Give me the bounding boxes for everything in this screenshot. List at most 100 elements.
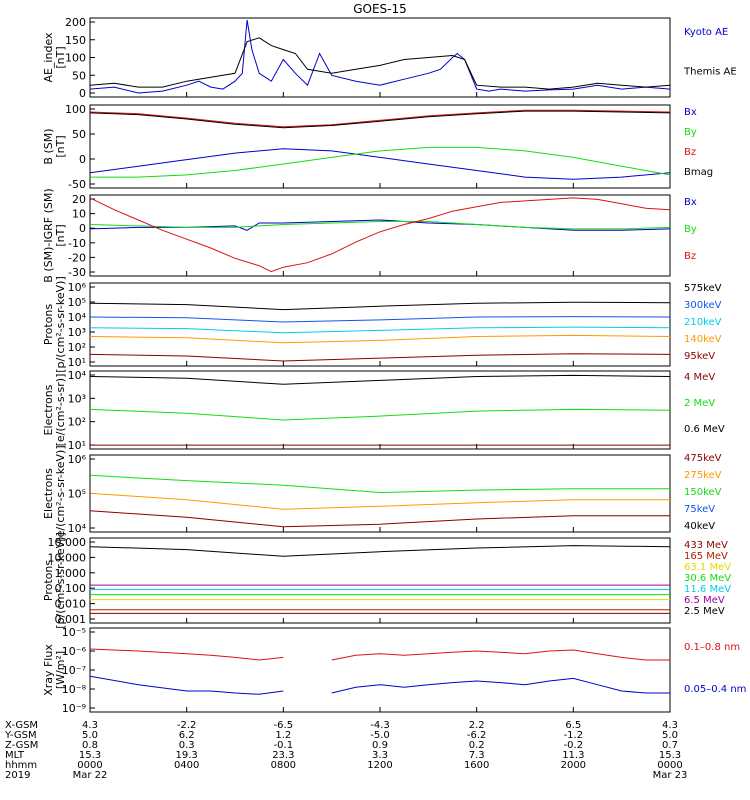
footer-cell: 23.3 (272, 750, 294, 761)
y-tick-label: 0.100 (55, 582, 87, 595)
panel-8: 10⁻⁵ 10⁻⁶ 10⁻⁷ 10⁻⁸ 10⁻⁹ Xray Flux [W/m²] 0.1–0… (42, 626, 746, 715)
series-line-475keV (89, 510, 670, 528)
legend-entry: 30.6 MeV (684, 573, 731, 584)
footer-row-label: Y-GSM (4, 730, 37, 741)
footer-cell: 0000 (77, 760, 102, 771)
footer-cell: -4.3 (370, 720, 390, 731)
y-tick-label: 20 (72, 193, 86, 206)
footer-cell: 11.3 (562, 750, 584, 761)
legend-entry: 4 MeV (684, 372, 715, 383)
y-axis-label: [nT] (54, 224, 67, 246)
y-axis-label: Xray Flux (42, 644, 55, 696)
y-axis-label: B (SM)-IGRF (SM) (42, 188, 55, 282)
footer-cell: -1.2 (564, 730, 584, 741)
footer-cell: -6.5 (274, 720, 294, 731)
footer-cell: 6.5 (565, 720, 581, 731)
legend-entry: Bmag (684, 167, 713, 178)
y-tick-label: 150 (65, 34, 86, 47)
legend-entry: Bx (684, 197, 697, 208)
series-line-150keV (89, 474, 670, 494)
figure-title: GOES-15 (353, 2, 407, 16)
series-line-575keV (89, 301, 671, 311)
footer-cell: 15.3 (659, 750, 681, 761)
series-line-By (90, 146, 671, 178)
y-tick-label: 10³ (68, 392, 86, 405)
legend-entry: 150keV (684, 487, 722, 498)
y-tick-label: 10.000 (48, 536, 87, 549)
plot-frame (89, 454, 671, 533)
y-tick-label: 0 (79, 153, 86, 166)
footer-cell: -0.2 (564, 740, 584, 751)
y-tick-label: -30 (68, 266, 86, 279)
panel-6: 10⁶ 10⁵ 10⁴ Electrons [e/(cm²-s-sr-keV)] 475k… (42, 445, 722, 541)
legend-entry: Bz (684, 251, 696, 262)
legend-entry: By (684, 127, 697, 138)
y-tick-label: 10⁻⁹ (62, 702, 86, 715)
y-axis-label: [e/(cm²-s-sr)] (54, 374, 67, 447)
y-tick-label: 10⁶ (68, 453, 87, 466)
legend-entry: 140keV (684, 334, 722, 345)
y-tick-label: 10¹ (68, 439, 86, 452)
legend-entry: 40keV (684, 521, 715, 532)
y-axis-label: [W/m²] (54, 651, 67, 689)
panel-5: 10⁴ 10³ 10² 10¹ Electrons [e/(cm²-s-sr)] 4 MeV… (42, 369, 725, 452)
series-line-Bmag (89, 110, 671, 129)
legend-entry: 0.05–0.4 nm (684, 684, 746, 695)
legend-entry: 6.5 MeV (684, 595, 725, 606)
y-axis-label: Electrons (42, 384, 55, 435)
legend-entry: 63.1 MeV (684, 562, 731, 573)
panel-2: 100 50 0 -50 B (SM) [nT] Bx By Bz Bmag (42, 103, 713, 191)
legend-entry: 0.1–0.8 nm (684, 642, 740, 653)
footer-cell: 5.0 (662, 730, 678, 741)
footer-cell: 19.3 (176, 750, 198, 761)
footer-row-label: Z-GSM (5, 740, 38, 751)
footer-cell: Mar 23 (653, 770, 688, 781)
legend-entry: Themis AE (683, 67, 737, 78)
y-tick-label: 10⁶ (68, 281, 87, 294)
footer-cell: 4.3 (662, 720, 678, 731)
footer-cell: 7.3 (469, 750, 485, 761)
footer-row-label: MLT (5, 750, 25, 761)
y-tick-label: 10 (72, 208, 86, 221)
series-line-Bz (89, 197, 671, 273)
panel-3: 20 100 -10-20 -30 B (SM)-IGRF (SM) [nT] Bx By Bz (42, 188, 697, 282)
legend-entry: 300keV (684, 300, 722, 311)
legend-entry: By (684, 224, 697, 235)
y-tick-label: 10⁻⁵ (62, 626, 86, 639)
series-line-210keV (89, 326, 671, 334)
y-tick-label: 10⁻⁶ (62, 645, 87, 658)
legend-entry: 75keV (684, 504, 715, 515)
series-line-Bz (89, 109, 671, 128)
footer-cell: 0000 (657, 760, 682, 771)
plot-frame (89, 627, 671, 713)
footer-row-label: hhmm (5, 760, 37, 771)
footer-cell: 0800 (271, 760, 296, 771)
y-tick-label: 50 (72, 128, 86, 141)
y-tick-label: 10⁻⁷ (62, 664, 86, 677)
y-tick-label: 10¹ (68, 356, 86, 369)
y-axis-label: Electrons (42, 468, 55, 519)
footer-cell: -6.2 (467, 730, 487, 741)
y-axis-label: Protons (42, 560, 55, 601)
footer-cell: 2.2 (469, 720, 485, 731)
series-line-0.05–0.4-nm (89, 675, 284, 695)
series-line-By (89, 221, 671, 230)
footer-cell: -0.1 (274, 740, 294, 751)
footer-cell: Mar 22 (73, 770, 108, 781)
panel-4: 10⁶ 10⁵ 10⁴ 10³ 10² 10¹ Protons [p/(cm²-s-sr-ke… (42, 276, 722, 373)
legend-entry: Kyoto AE (684, 27, 728, 38)
y-tick-label: 10⁴ (68, 522, 87, 535)
y-tick-label: 10.000 (48, 551, 87, 564)
footer-cell: 0.9 (372, 740, 388, 751)
footer-table: X-GSMY-GSMZ-GSMMLThhmm20194.35.00.815.30… (4, 720, 687, 781)
y-tick-label: 100 (65, 103, 86, 116)
footer-cell: 3.3 (372, 750, 388, 761)
legend-entry: 433 MeV (684, 540, 728, 551)
y-tick-label: 10³ (68, 326, 86, 339)
legend-entry: 275keV (684, 470, 722, 481)
y-tick-label: 0.010 (55, 598, 87, 611)
series-line-2.5-MeV (89, 545, 671, 557)
y-tick-label: 10⁵ (68, 488, 86, 501)
legend-entry: Bz (684, 147, 696, 158)
footer-cell: 5.0 (82, 730, 98, 741)
